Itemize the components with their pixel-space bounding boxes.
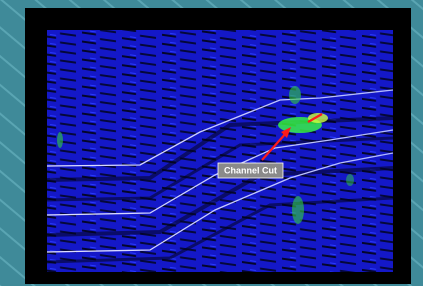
annotation-label: Channel Cut [224,165,277,175]
seismic-section [47,30,393,272]
slide: Channel Cut [0,0,423,286]
page: Channel Cut (() => { const data = JSON.p… [0,0,423,286]
